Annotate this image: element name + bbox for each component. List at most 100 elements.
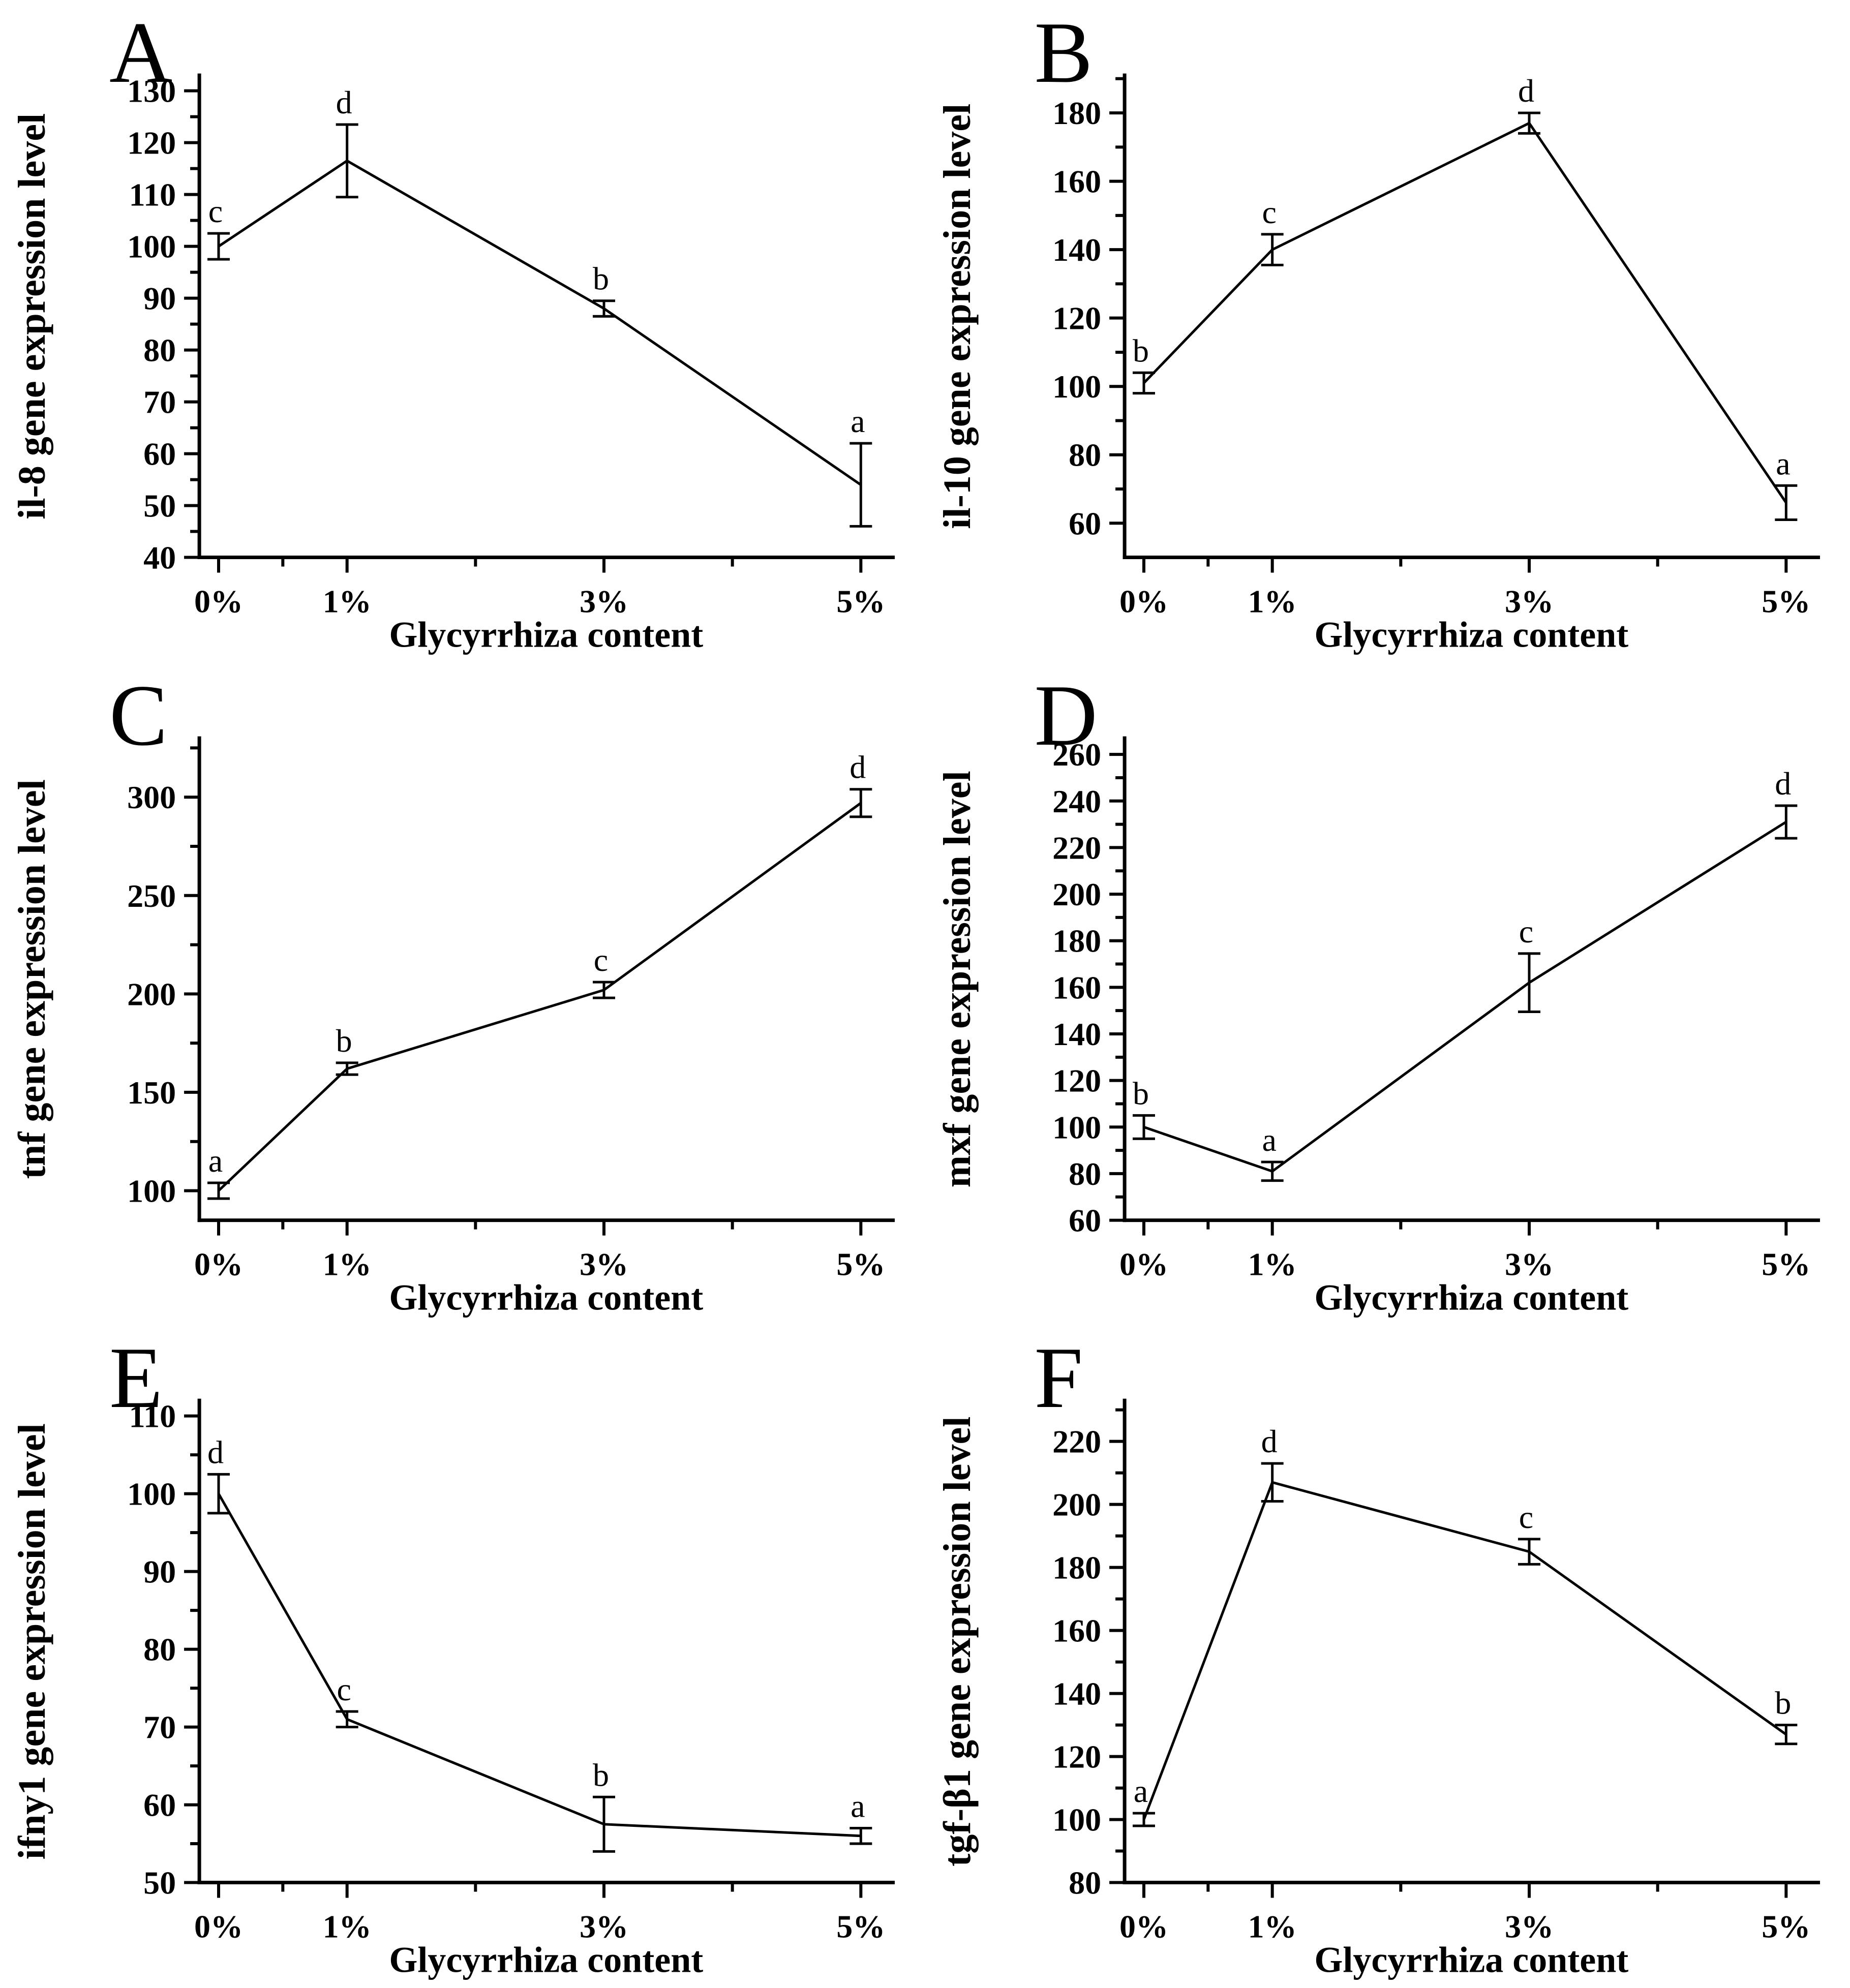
y-tick-label: 70 <box>143 384 176 420</box>
x-tick-label: 5% <box>1762 1246 1810 1282</box>
significance-letter: b <box>336 1022 352 1058</box>
error-bars <box>1132 804 1797 1182</box>
point-labels: d c b a <box>207 1434 865 1824</box>
panel-E: E 50 60 70 80 90 100 110 0% 1% 3% 5% d c b a ifny1 gene… <box>0 1325 925 1988</box>
y-tick-label: 180 <box>1052 95 1101 131</box>
panel-letter-A: A <box>109 5 173 101</box>
y-tick-label: 50 <box>143 1865 176 1901</box>
significance-letter: b <box>1132 332 1148 369</box>
significance-letter: b <box>1132 1075 1148 1111</box>
panel-letter-F: F <box>1034 1330 1083 1427</box>
axes <box>197 736 895 1222</box>
y-tick-label: 160 <box>1052 164 1101 200</box>
y-tick-label: 160 <box>1052 1613 1101 1649</box>
panel-C-chart-svg: 100 150 200 250 300 0% 1% 3% 5% a b c d tnf gene expr… <box>11 736 895 1318</box>
y-tick-label: 70 <box>143 1709 176 1746</box>
y-axis-title: il-8 gene expression level <box>11 113 53 519</box>
y-tick-label: 160 <box>1052 969 1101 1005</box>
ticks <box>1109 752 1787 1236</box>
tick-labels: 50 60 70 80 90 100 110 0% 1% 3% 5% <box>127 1398 885 1945</box>
axes <box>1123 1398 1820 1885</box>
significance-letter: d <box>336 84 352 120</box>
panel-F: F 80 100 120 140 160 180 200 220 0% 1% 3% 5% a d c b tgf… <box>925 1325 1850 1988</box>
y-tick-label: 100 <box>1052 1109 1101 1145</box>
y-tick-label: 200 <box>127 976 176 1012</box>
significance-letter: a <box>1776 445 1790 481</box>
y-axis-title: tgf-β1 gene expression level <box>936 1417 979 1867</box>
y-tick-label: 200 <box>1052 1487 1101 1523</box>
x-tick-label: 3% <box>580 1246 628 1282</box>
x-tick-label: 5% <box>1762 584 1810 620</box>
significance-letter: b <box>1775 1685 1791 1721</box>
significance-letter: d <box>207 1434 224 1471</box>
y-tick-label: 130 <box>127 73 176 109</box>
significance-letter: a <box>851 403 865 439</box>
panel-F-chart-svg: 80 100 120 140 160 180 200 220 0% 1% 3% 5% a d c b tgf-β… <box>936 1398 1820 1980</box>
y-axis-title: ifny1 gene expression level <box>11 1424 53 1860</box>
y-tick-label: 120 <box>1052 1739 1101 1775</box>
significance-letter: a <box>1133 1773 1147 1809</box>
y-tick-label: 220 <box>1052 830 1101 866</box>
y-tick-label: 300 <box>127 779 176 815</box>
ticks <box>1109 1408 1787 1898</box>
y-tick-label: 240 <box>1052 783 1101 819</box>
y-tick-label: 90 <box>143 1554 176 1590</box>
ticks <box>184 89 863 573</box>
y-tick-label: 140 <box>1052 232 1101 268</box>
error-bars <box>1132 1462 1797 1827</box>
y-tick-label: 150 <box>127 1075 176 1111</box>
x-tick-label: 0% <box>1119 1909 1168 1945</box>
y-tick-label: 140 <box>1052 1676 1101 1712</box>
point-labels: b a c d <box>1132 766 1791 1158</box>
error-bars <box>207 787 872 1200</box>
tick-labels: 40 50 60 70 80 90 100 110 120 130 0% 1% 3% 5% <box>127 73 885 620</box>
significance-letter: c <box>1519 1499 1533 1535</box>
x-tick-label: 1% <box>1248 1246 1296 1282</box>
x-tick-label: 3% <box>580 584 628 620</box>
significance-letter: d <box>850 749 866 785</box>
point-labels: a b c d <box>208 749 866 1178</box>
x-tick-label: 0% <box>194 1246 243 1282</box>
panel-A: A 40 50 60 70 80 90 100 110 120 130 0% 1% 3% 5% c d b a il… <box>0 0 925 663</box>
point-labels: b c d a <box>1132 73 1790 481</box>
panel-D-chart-svg: 60 80 100 120 140 160 180 200 220 240 260 0% 1% 3% 5% b… <box>936 736 1820 1318</box>
axes <box>197 73 895 560</box>
significance-letter: a <box>208 1143 223 1179</box>
significance-letter: b <box>593 1757 609 1793</box>
x-axis-title: Glycyrrhiza content <box>1314 1277 1628 1318</box>
y-axis-title: tnf gene expression level <box>11 779 53 1179</box>
y-tick-label: 180 <box>1052 1550 1101 1586</box>
axes <box>197 1398 895 1885</box>
y-tick-label: 110 <box>129 1398 176 1434</box>
significance-letter: d <box>1518 73 1534 109</box>
significance-letter: c <box>594 942 608 978</box>
x-tick-label: 5% <box>836 584 885 620</box>
x-tick-label: 0% <box>1119 584 1168 620</box>
series-line <box>1142 121 1787 504</box>
y-tick-label: 200 <box>1052 876 1101 912</box>
y-tick-label: 100 <box>1052 369 1101 405</box>
y-tick-label: 120 <box>127 125 176 161</box>
y-tick-label: 60 <box>1069 1202 1101 1238</box>
x-tick-label: 1% <box>1248 584 1296 620</box>
panel-letter-C: C <box>109 667 168 764</box>
panel-B-chart-svg: 60 80 100 120 140 160 180 0% 1% 3% 5% b c d a il-10 gen… <box>936 73 1820 655</box>
x-axis-title: Glycyrrhiza content <box>389 1277 703 1318</box>
y-tick-label: 120 <box>1052 300 1101 337</box>
y-tick-label: 60 <box>143 1787 176 1823</box>
error-bars <box>207 123 872 528</box>
significance-letter: b <box>593 261 609 297</box>
panel-letter-E: E <box>109 1330 163 1427</box>
x-tick-label: 1% <box>323 584 372 620</box>
y-axis-title: mxf gene expression level <box>936 771 979 1187</box>
x-tick-label: 0% <box>194 584 243 620</box>
series-line <box>1142 1481 1787 1820</box>
series-line <box>217 1493 861 1838</box>
series-line <box>218 159 862 486</box>
x-tick-label: 5% <box>836 1246 885 1282</box>
y-tick-label: 40 <box>143 540 176 576</box>
panel-letter-D: D <box>1034 667 1098 764</box>
x-tick-label: 3% <box>1504 1246 1553 1282</box>
y-tick-label: 80 <box>1069 437 1101 473</box>
panel-E-chart-svg: 50 60 70 80 90 100 110 0% 1% 3% 5% d c b a ifny1 gene e… <box>11 1398 895 1980</box>
